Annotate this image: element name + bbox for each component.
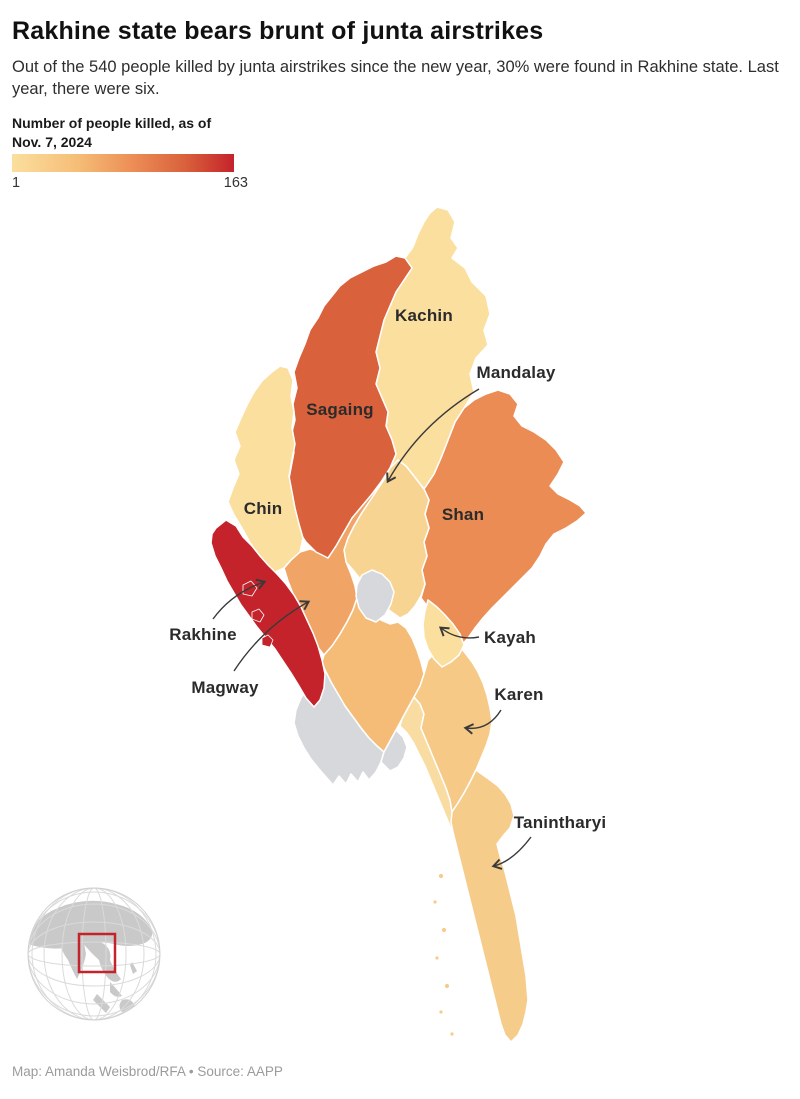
region-naypyidaw[interactable] [355,569,395,623]
region-rakhine[interactable] [210,519,326,708]
legend-title-line2: Nov. 7, 2024 [12,134,92,150]
legend-title: Number of people killed, as of Nov. 7, 2… [12,114,272,152]
credit-line: Map: Amanda Weisbrod/RFA • Source: AAPP [12,1064,283,1079]
region-shan[interactable] [420,389,587,648]
page-title: Rakhine state bears brunt of junta airst… [12,17,544,45]
map-label-chin: Chin [243,499,283,518]
annotation-arrows [212,388,532,870]
map-label-kachin: Kachin [395,306,453,325]
arrow-mandalay [386,388,480,484]
globe-graticule [28,888,160,1020]
globe-highlight-box [77,932,117,974]
page-subtitle: Out of the 540 people killed by junta ai… [12,58,779,98]
region-yangon[interactable] [380,729,408,772]
legend-max-label: 163 [223,175,248,191]
region-tanintharyi[interactable] [450,769,529,1043]
map-label-shan: Shan [441,505,485,524]
arrow-tanintharyi [491,836,532,870]
map-label-sagaing: Sagaing [306,400,374,419]
globe-outline [27,887,161,1021]
tanintharyi-islands [432,873,455,1037]
legend-title-line1: Number of people killed, as of [12,115,212,131]
map-label-tanintharyi: Tanintharyi [513,813,607,832]
rakhine-islands [242,580,274,648]
map-label-rakhine: Rakhine [169,625,237,644]
arrow-magway [233,600,311,672]
region-sagaing[interactable] [287,255,413,559]
legend-gradient-rect [12,154,234,172]
globe-locator-inset [27,887,161,1021]
arrow-rakhine [212,578,267,620]
map-label-karen: Karen [494,685,544,704]
legend-gradient-bar [12,154,234,172]
arrow-karen [463,709,502,735]
map-label-mandalay: Mandalay [476,363,556,382]
map-label-kayah: Kayah [483,628,537,647]
arrow-kayah [438,626,480,639]
map-label-magway: Magway [191,678,259,697]
legend-min-label: 1 [12,175,21,191]
